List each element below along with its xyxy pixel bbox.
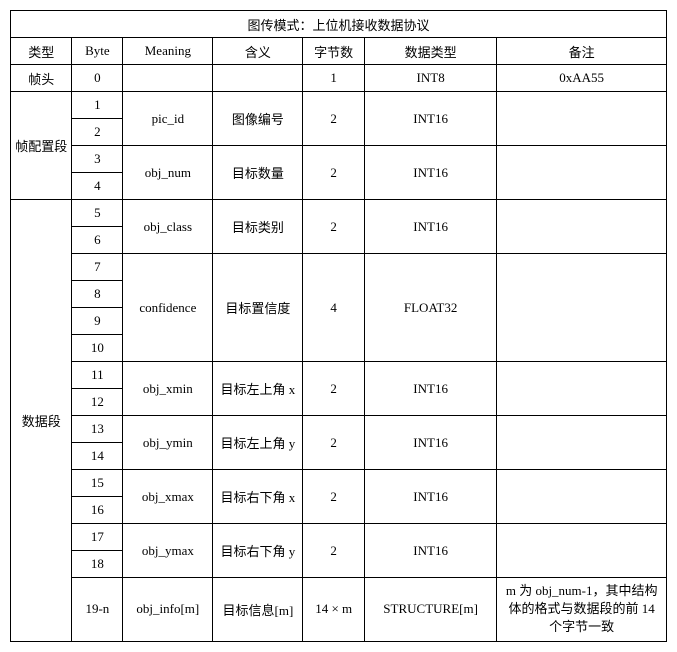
table-row: 13 obj_ymin 目标左上角 y 2 INT16 [11, 416, 667, 443]
cell-meaning: pic_id [123, 92, 213, 146]
cell-byte: 11 [72, 362, 123, 389]
table-row: 19-n obj_info[m] 目标信息[m] 14 × m STRUCTUR… [11, 578, 667, 642]
cell-byte: 15 [72, 470, 123, 497]
header-cn: 含义 [213, 38, 303, 65]
cell-byte: 8 [72, 281, 123, 308]
cell-count: 2 [303, 362, 364, 416]
cell-count: 2 [303, 524, 364, 578]
cell-byte: 7 [72, 254, 123, 281]
table-title: 图传模式：上位机接收数据协议 [11, 11, 667, 38]
cell-dtype: INT8 [364, 65, 496, 92]
table-row: 3 obj_num 目标数量 2 INT16 [11, 146, 667, 173]
table-row: 17 obj_ymax 目标右下角 y 2 INT16 [11, 524, 667, 551]
cell-meaning: obj_info[m] [123, 578, 213, 642]
cell-byte: 0 [72, 65, 123, 92]
cell-byte: 13 [72, 416, 123, 443]
header-byte: Byte [72, 38, 123, 65]
cell-byte: 10 [72, 335, 123, 362]
cell-note [497, 254, 667, 362]
cell-cn: 目标数量 [213, 146, 303, 200]
cell-cn: 图像编号 [213, 92, 303, 146]
table-row: 15 obj_xmax 目标右下角 x 2 INT16 [11, 470, 667, 497]
cell-cn: 目标置信度 [213, 254, 303, 362]
cell-dtype: INT16 [364, 362, 496, 416]
table-row: 7 confidence 目标置信度 4 FLOAT32 [11, 254, 667, 281]
cell-cn: 目标类别 [213, 200, 303, 254]
table-row: 帧头 0 1 INT8 0xAA55 [11, 65, 667, 92]
cell-dtype: INT16 [364, 416, 496, 470]
cell-byte: 2 [72, 119, 123, 146]
cell-dtype: INT16 [364, 470, 496, 524]
cell-dtype: INT16 [364, 200, 496, 254]
cell-count: 14 × m [303, 578, 364, 642]
cell-meaning: obj_xmax [123, 470, 213, 524]
cell-byte: 17 [72, 524, 123, 551]
cell-note [497, 416, 667, 470]
cell-byte: 6 [72, 227, 123, 254]
cell-cn [213, 65, 303, 92]
cell-meaning: confidence [123, 254, 213, 362]
cell-dtype: INT16 [364, 146, 496, 200]
cell-count: 2 [303, 416, 364, 470]
protocol-table: 图传模式：上位机接收数据协议 类型 Byte Meaning 含义 字节数 数据… [10, 10, 667, 642]
table-row: 帧配置段 1 pic_id 图像编号 2 INT16 [11, 92, 667, 119]
cell-dtype: INT16 [364, 524, 496, 578]
cell-byte: 19-n [72, 578, 123, 642]
cell-cn: 目标左上角 x [213, 362, 303, 416]
cell-note [497, 362, 667, 416]
section-frame-head: 帧头 [11, 65, 72, 92]
table-row: 数据段 5 obj_class 目标类别 2 INT16 [11, 200, 667, 227]
cell-note [497, 524, 667, 578]
cell-byte: 14 [72, 443, 123, 470]
cell-meaning [123, 65, 213, 92]
cell-count: 2 [303, 92, 364, 146]
cell-count: 2 [303, 470, 364, 524]
cell-byte: 9 [72, 308, 123, 335]
cell-cn: 目标左上角 y [213, 416, 303, 470]
header-count: 字节数 [303, 38, 364, 65]
cell-count: 2 [303, 200, 364, 254]
cell-note [497, 200, 667, 254]
cell-byte: 18 [72, 551, 123, 578]
header-row: 类型 Byte Meaning 含义 字节数 数据类型 备注 [11, 38, 667, 65]
cell-note [497, 92, 667, 146]
cell-note [497, 146, 667, 200]
cell-byte: 1 [72, 92, 123, 119]
cell-byte: 5 [72, 200, 123, 227]
cell-dtype: INT16 [364, 92, 496, 146]
header-dtype: 数据类型 [364, 38, 496, 65]
cell-note [497, 470, 667, 524]
cell-meaning: obj_ymin [123, 416, 213, 470]
cell-byte: 3 [72, 146, 123, 173]
cell-byte: 12 [72, 389, 123, 416]
cell-cn: 目标信息[m] [213, 578, 303, 642]
cell-meaning: obj_ymax [123, 524, 213, 578]
cell-note: m 为 obj_num-1，其中结构体的格式与数据段的前 14 个字节一致 [497, 578, 667, 642]
section-data-seg: 数据段 [11, 200, 72, 642]
cell-note: 0xAA55 [497, 65, 667, 92]
table-row: 11 obj_xmin 目标左上角 x 2 INT16 [11, 362, 667, 389]
cell-count: 4 [303, 254, 364, 362]
header-note: 备注 [497, 38, 667, 65]
table-title-row: 图传模式：上位机接收数据协议 [11, 11, 667, 38]
cell-meaning: obj_xmin [123, 362, 213, 416]
cell-dtype: FLOAT32 [364, 254, 496, 362]
cell-byte: 16 [72, 497, 123, 524]
cell-meaning: obj_class [123, 200, 213, 254]
cell-cn: 目标右下角 y [213, 524, 303, 578]
cell-dtype: STRUCTURE[m] [364, 578, 496, 642]
header-type: 类型 [11, 38, 72, 65]
cell-count: 2 [303, 146, 364, 200]
section-frame-config: 帧配置段 [11, 92, 72, 200]
header-meaning: Meaning [123, 38, 213, 65]
cell-count: 1 [303, 65, 364, 92]
cell-byte: 4 [72, 173, 123, 200]
cell-meaning: obj_num [123, 146, 213, 200]
cell-cn: 目标右下角 x [213, 470, 303, 524]
